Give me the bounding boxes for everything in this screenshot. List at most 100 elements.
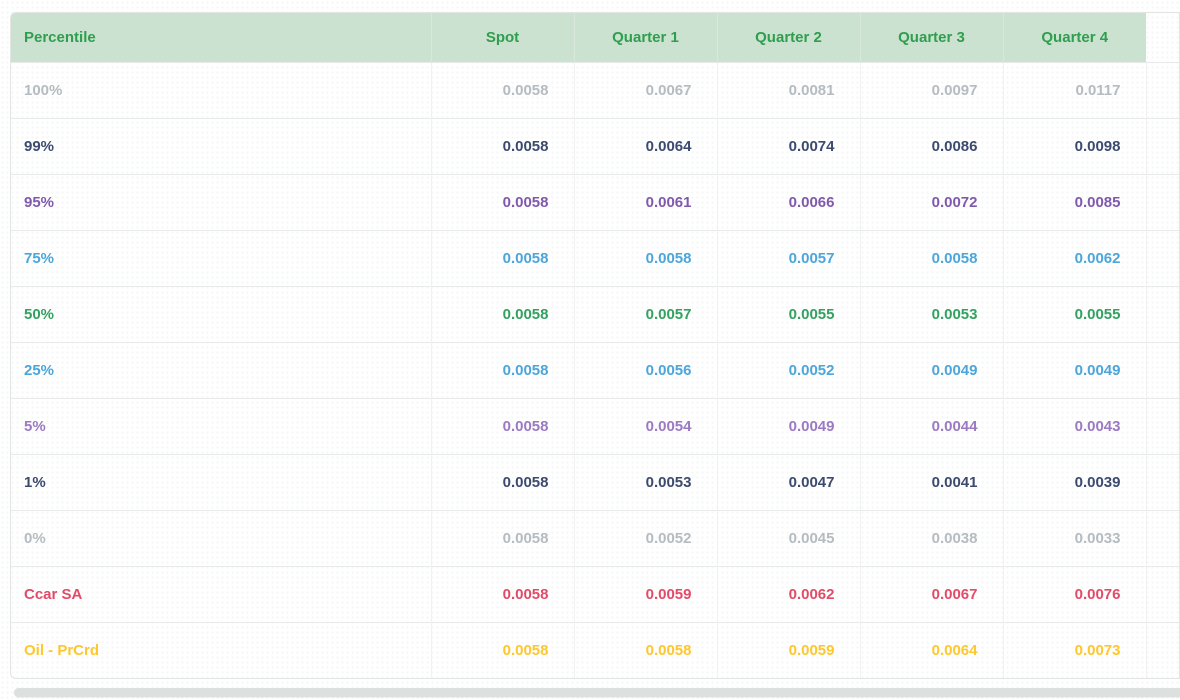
value-cell: 0.0117 xyxy=(1002,62,1146,119)
value-cell: 0.0074 xyxy=(716,118,860,175)
value-cell: 0.0086 xyxy=(859,118,1003,175)
row-label-cell: 50% xyxy=(11,286,431,343)
table-row: 1% 0.0058 0.0053 0.0047 0.0041 0.0039 xyxy=(11,454,1179,511)
table-row: Ccar SA 0.0058 0.0059 0.0062 0.0067 0.0076 xyxy=(11,566,1179,623)
value-cell: 0.0044 xyxy=(859,398,1003,455)
table-row: Oil - PrCrd 0.0058 0.0058 0.0059 0.0064 0.007… xyxy=(11,622,1179,678)
percentile-grid: Percentile Spot Quarter 1 Quarter 2 Quar… xyxy=(10,12,1180,679)
column-header-quarter-4: Quarter 4 xyxy=(1002,13,1146,63)
value-cell: 0.0064 xyxy=(573,118,717,175)
cut-column-cell xyxy=(1145,398,1179,455)
row-label-cell: 100% xyxy=(11,62,431,119)
value-cell: 0.0053 xyxy=(859,286,1003,343)
column-header-percentile: Percentile xyxy=(11,13,431,63)
value-cell: 0.0033 xyxy=(1002,510,1146,567)
value-cell: 0.0055 xyxy=(1002,286,1146,343)
value-cell: 0.0085 xyxy=(1002,174,1146,231)
value-cell: 0.0058 xyxy=(430,510,574,567)
row-label-cell: Ccar SA xyxy=(11,566,431,623)
cut-column-cell xyxy=(1145,510,1179,567)
value-cell: 0.0058 xyxy=(573,230,717,287)
value-cell: 0.0058 xyxy=(430,622,574,678)
value-cell: 0.0058 xyxy=(430,566,574,623)
value-cell: 0.0058 xyxy=(430,174,574,231)
table-row: 100% 0.0058 0.0067 0.0081 0.0097 0.0117 xyxy=(11,62,1179,119)
value-cell: 0.0058 xyxy=(430,342,574,399)
value-cell: 0.0056 xyxy=(573,342,717,399)
value-cell: 0.0058 xyxy=(430,230,574,287)
table-row: 99% 0.0058 0.0064 0.0074 0.0086 0.0098 xyxy=(11,118,1179,175)
value-cell: 0.0058 xyxy=(430,118,574,175)
cut-column-cell xyxy=(1145,566,1179,623)
row-label-cell: 1% xyxy=(11,454,431,511)
value-cell: 0.0058 xyxy=(859,230,1003,287)
value-cell: 0.0058 xyxy=(573,622,717,678)
row-label-cell: 99% xyxy=(11,118,431,175)
value-cell: 0.0055 xyxy=(716,286,860,343)
value-cell: 0.0067 xyxy=(573,62,717,119)
percentile-table: Percentile Spot Quarter 1 Quarter 2 Quar… xyxy=(11,13,1179,678)
row-label-cell: 75% xyxy=(11,230,431,287)
value-cell: 0.0058 xyxy=(430,62,574,119)
value-cell: 0.0066 xyxy=(716,174,860,231)
cut-column-cell xyxy=(1145,174,1179,231)
cut-column-cell xyxy=(1145,454,1179,511)
value-cell: 0.0038 xyxy=(859,510,1003,567)
column-header-spot: Spot xyxy=(430,13,574,63)
row-label-cell: Oil - PrCrd xyxy=(11,622,431,678)
value-cell: 0.0073 xyxy=(1002,622,1146,678)
value-cell: 0.0045 xyxy=(716,510,860,567)
table-row: 75% 0.0058 0.0058 0.0057 0.0058 0.0062 xyxy=(11,230,1179,287)
value-cell: 0.0072 xyxy=(859,174,1003,231)
cut-column-cell xyxy=(1145,62,1179,119)
value-cell: 0.0076 xyxy=(1002,566,1146,623)
value-cell: 0.0098 xyxy=(1002,118,1146,175)
value-cell: 0.0059 xyxy=(573,566,717,623)
value-cell: 0.0061 xyxy=(573,174,717,231)
value-cell: 0.0043 xyxy=(1002,398,1146,455)
value-cell: 0.0058 xyxy=(430,286,574,343)
cut-column-cell xyxy=(1145,118,1179,175)
table-row: 25% 0.0058 0.0056 0.0052 0.0049 0.0049 xyxy=(11,342,1179,399)
value-cell: 0.0039 xyxy=(1002,454,1146,511)
value-cell: 0.0052 xyxy=(716,342,860,399)
value-cell: 0.0052 xyxy=(573,510,717,567)
cut-column-cell xyxy=(1145,286,1179,343)
header-row: Percentile Spot Quarter 1 Quarter 2 Quar… xyxy=(11,13,1179,63)
cut-column-cell xyxy=(1145,230,1179,287)
column-header-quarter-2: Quarter 2 xyxy=(716,13,860,63)
value-cell: 0.0057 xyxy=(573,286,717,343)
value-cell: 0.0064 xyxy=(859,622,1003,678)
table-header: Percentile Spot Quarter 1 Quarter 2 Quar… xyxy=(11,13,1179,63)
row-label-cell: 25% xyxy=(11,342,431,399)
table-row: 5% 0.0058 0.0054 0.0049 0.0044 0.0043 xyxy=(11,398,1179,455)
value-cell: 0.0041 xyxy=(859,454,1003,511)
value-cell: 0.0062 xyxy=(716,566,860,623)
cut-column-cell xyxy=(1145,342,1179,399)
value-cell: 0.0047 xyxy=(716,454,860,511)
row-label-cell: 95% xyxy=(11,174,431,231)
value-cell: 0.0053 xyxy=(573,454,717,511)
column-header-quarter-1: Quarter 1 xyxy=(573,13,717,63)
table-body: 100% 0.0058 0.0067 0.0081 0.0097 0.0117 99% 0.0… xyxy=(11,62,1179,678)
value-cell: 0.0059 xyxy=(716,622,860,678)
value-cell: 0.0062 xyxy=(1002,230,1146,287)
row-label-cell: 5% xyxy=(11,398,431,455)
column-header-quarter-3: Quarter 3 xyxy=(859,13,1003,63)
value-cell: 0.0067 xyxy=(859,566,1003,623)
value-cell: 0.0057 xyxy=(716,230,860,287)
value-cell: 0.0049 xyxy=(1002,342,1146,399)
table-row: 95% 0.0058 0.0061 0.0066 0.0072 0.0085 xyxy=(11,174,1179,231)
value-cell: 0.0054 xyxy=(573,398,717,455)
horizontal-scrollbar[interactable] xyxy=(14,688,1180,697)
value-cell: 0.0097 xyxy=(859,62,1003,119)
table-row: 0% 0.0058 0.0052 0.0045 0.0038 0.0033 xyxy=(11,510,1179,567)
header-cut-column xyxy=(1146,13,1179,63)
table-row: 50% 0.0058 0.0057 0.0055 0.0053 0.0055 xyxy=(11,286,1179,343)
value-cell: 0.0058 xyxy=(430,398,574,455)
value-cell: 0.0049 xyxy=(859,342,1003,399)
row-label-cell: 0% xyxy=(11,510,431,567)
cut-column-cell xyxy=(1145,622,1179,678)
value-cell: 0.0049 xyxy=(716,398,860,455)
value-cell: 0.0081 xyxy=(716,62,860,119)
